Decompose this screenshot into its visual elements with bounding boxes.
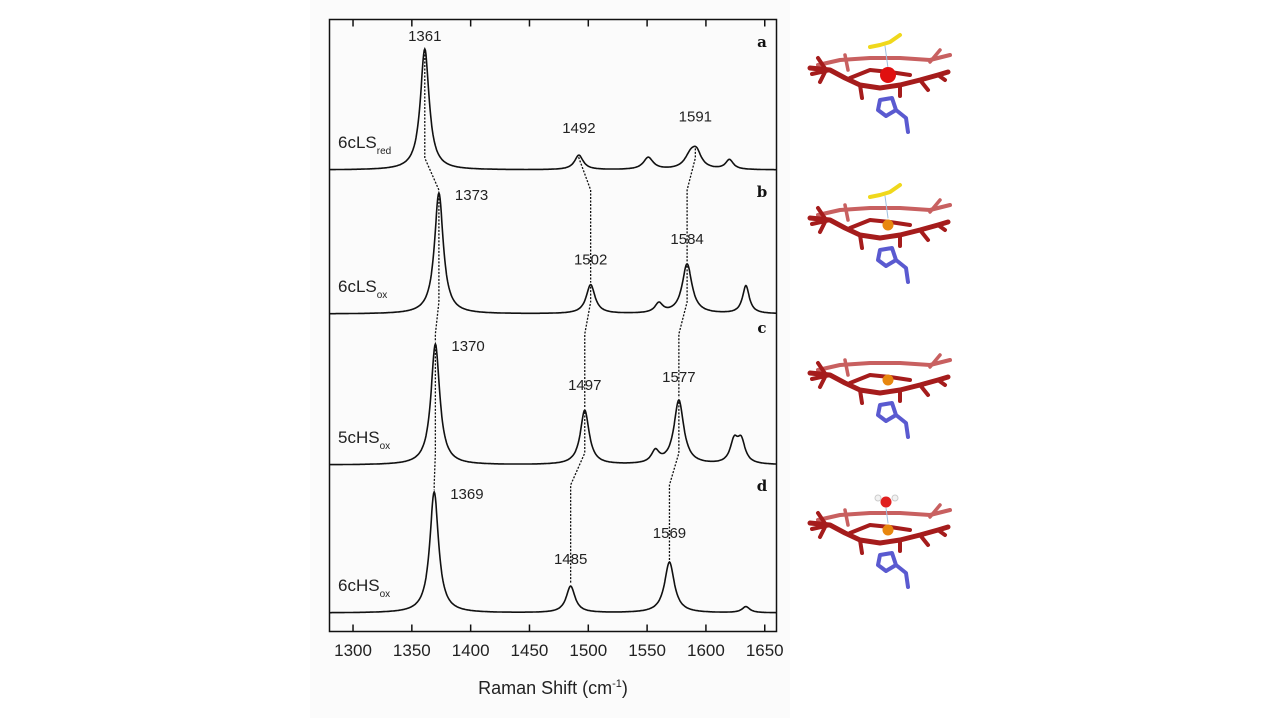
- panel-letter-b: b: [757, 183, 768, 201]
- porphyrin-back-substituent: [843, 48, 942, 72]
- heme-structure-d: [807, 494, 952, 589]
- spectra: [329, 46, 777, 614]
- peak-label: 1497: [568, 377, 601, 394]
- x-tick-label: 1650: [746, 641, 784, 660]
- spectrum-a: [329, 46, 777, 171]
- porphyrin-ring: [807, 215, 951, 241]
- correlation-line: [433, 345, 437, 490]
- peak-label: 1591: [679, 108, 712, 125]
- x-tick-label: 1350: [393, 641, 431, 660]
- porphyrin-substituent: [810, 511, 947, 555]
- porphyrin-ring: [807, 65, 951, 91]
- figure-background: [310, 0, 790, 718]
- correlation-line: [584, 286, 592, 409]
- porphyrin-back-substituent: [843, 198, 942, 222]
- plot-frame: [328, 18, 778, 633]
- spectrum-d: [329, 489, 777, 614]
- peak-label: 1369: [450, 486, 483, 503]
- heme-structure-b: [807, 183, 952, 284]
- x-tick-label: 1550: [628, 641, 666, 660]
- x-tick-label: 1400: [452, 641, 490, 660]
- porphyrin-ring: [807, 520, 951, 546]
- peak-label: 1370: [451, 338, 484, 355]
- porphyrin-substituent: [810, 56, 947, 100]
- x-axis-title: Raman Shift (cm-1): [478, 678, 628, 698]
- porphyrin-core: [848, 68, 912, 80]
- correlation-line: [578, 157, 592, 283]
- heme-structure-a: [807, 33, 952, 134]
- water-oxygen: [880, 496, 892, 508]
- x-tick-label: 1300: [334, 641, 372, 660]
- methionine-ligand: [868, 33, 902, 49]
- spectrum-c: [329, 341, 777, 466]
- water-hydrogen: [874, 494, 882, 502]
- peak-label: 1584: [670, 231, 703, 248]
- sample-label-a: 6cLSred: [338, 133, 391, 157]
- peak-labels: 1361 1492 1591 1373 1502 1584 1370 1497 1577 1369…: [408, 28, 712, 568]
- sample-label-b: 6cLSox: [338, 277, 387, 301]
- panel-letter-a: a: [757, 33, 767, 51]
- sample-label-d: 6cHSox: [338, 576, 390, 600]
- sample-label-c: 5cHSox: [338, 428, 390, 452]
- peak-label: 1485: [554, 551, 587, 568]
- x-tick-label: 1600: [687, 641, 725, 660]
- peak-label: 1569: [653, 525, 686, 542]
- correlation-line: [686, 148, 696, 262]
- panel-letter-c: c: [757, 319, 766, 337]
- x-tick-label: 1500: [569, 641, 607, 660]
- porphyrin-core: [848, 523, 912, 535]
- histidine-ligand: [876, 401, 910, 439]
- histidine-ligand: [876, 96, 910, 134]
- spectrum-b: [329, 190, 777, 315]
- histidine-ligand: [876, 551, 910, 589]
- porphyrin-core: [848, 218, 912, 230]
- iron-atom: [882, 524, 894, 536]
- sample-name: 5cHS: [338, 428, 380, 447]
- peak-label: 1492: [562, 120, 595, 137]
- fe-o-bond: [885, 507, 889, 524]
- iron-atom: [882, 374, 894, 386]
- sample-subscript: ox: [380, 441, 391, 452]
- x-tick-label: 1450: [511, 641, 549, 660]
- sample-name: 6cLS: [338, 133, 377, 152]
- peak-correlation-lines: [424, 50, 696, 585]
- peak-label: 1502: [574, 252, 607, 269]
- sample-subscript: ox: [380, 589, 391, 600]
- correlation-line: [678, 265, 688, 398]
- iron-atom: [880, 67, 896, 83]
- porphyrin-substituent: [810, 361, 947, 405]
- correlation-line: [424, 50, 440, 191]
- porphyrin-substituent: [810, 206, 947, 250]
- porphyrin-core: [848, 373, 912, 385]
- sample-subscript: red: [377, 146, 391, 157]
- panel-letter-d: d: [757, 477, 768, 495]
- porphyrin-back-substituent: [843, 503, 942, 527]
- peak-label: 1373: [455, 187, 488, 204]
- heme-structure-c: [807, 353, 952, 439]
- sample-subscript: ox: [377, 290, 388, 301]
- fe-s-bond: [884, 195, 889, 219]
- correlation-line: [668, 401, 680, 561]
- fe-s-bond: [884, 45, 889, 69]
- water-hydrogen: [891, 494, 899, 502]
- panel-letters: a b c d: [757, 33, 768, 495]
- iron-atom: [882, 219, 894, 231]
- sample-name: 6cLS: [338, 277, 377, 296]
- porphyrin-ring: [807, 370, 951, 396]
- porphyrin-back-substituent: [843, 353, 942, 377]
- correlation-line: [434, 194, 440, 342]
- methionine-ligand: [868, 183, 902, 199]
- x-axis-ticks: 1300 1350 1400 1450 1500 1550 1600 1650: [334, 19, 784, 660]
- heme-structures: [807, 33, 952, 589]
- sample-name: 6cHS: [338, 576, 380, 595]
- peak-label: 1577: [662, 369, 695, 386]
- peak-label: 1361: [408, 28, 441, 45]
- histidine-ligand: [876, 246, 910, 284]
